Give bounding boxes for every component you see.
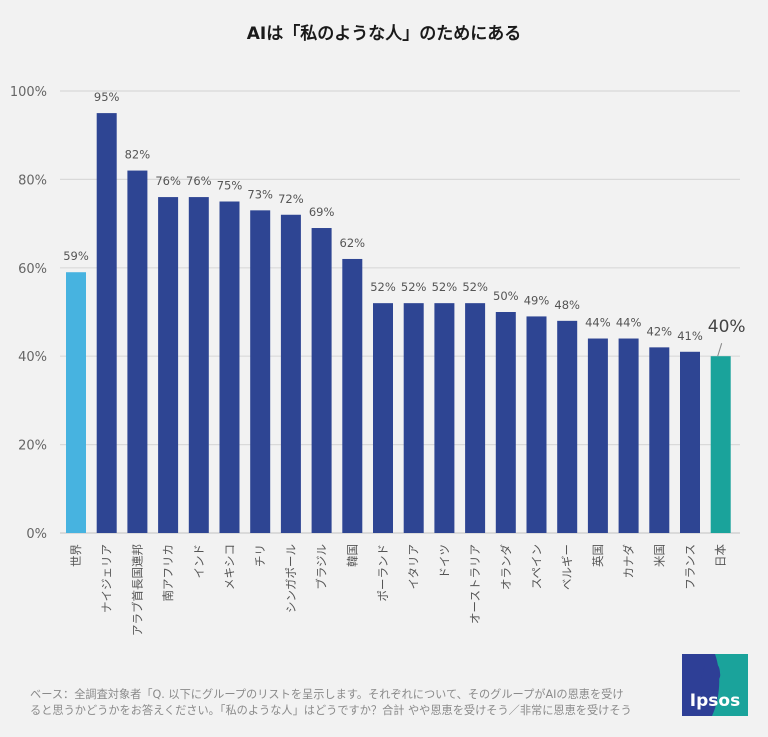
bar-ポーランド xyxy=(373,303,393,533)
chart-title: AIは「私のような人」のためにある xyxy=(246,24,522,44)
data-label: 76% xyxy=(186,174,212,188)
data-label: 48% xyxy=(554,298,580,312)
data-label: 72% xyxy=(278,192,304,206)
y-tick-label: 0% xyxy=(26,527,47,542)
bar-南アフリカ xyxy=(158,197,179,533)
x-tick-label: 日本 xyxy=(714,544,728,567)
bar-イタリア xyxy=(403,303,424,533)
bar-アラブ首長国連邦 xyxy=(127,170,148,533)
x-tick-label: 米国 xyxy=(652,544,666,567)
data-label: 69% xyxy=(309,205,335,219)
x-tick-label: フランス xyxy=(683,544,697,590)
bar-オーストラリア xyxy=(465,303,486,533)
data-label: 59% xyxy=(63,249,89,263)
bar-チリ xyxy=(250,210,271,533)
x-tick-label: 世界 xyxy=(69,544,83,567)
x-tick-label: アラブ首長国連邦 xyxy=(130,544,144,636)
data-label: 44% xyxy=(585,316,611,330)
data-label: 73% xyxy=(247,187,273,201)
bar-日本 xyxy=(710,356,731,533)
bar-英国 xyxy=(587,338,608,533)
bar-カナダ xyxy=(618,338,639,533)
y-tick-label: 20% xyxy=(18,439,47,454)
x-tick-label: ドイツ xyxy=(437,544,451,579)
bar-フランス xyxy=(680,351,700,533)
data-labels: 59% 95% 82% 76% 76% 75% 73% 72% 69% 62% 52% 52% 52% 5… xyxy=(63,90,746,357)
x-tick-label: 英国 xyxy=(591,544,605,567)
bar-シンガポール xyxy=(280,214,301,533)
data-label: 50% xyxy=(493,289,519,303)
bar-オランダ xyxy=(495,312,516,533)
x-tick-label: インド xyxy=(192,544,206,579)
data-label: 52% xyxy=(401,280,427,294)
bar-インド xyxy=(188,197,209,533)
y-axis-ticks: 0% 20% 40% 60% 80% 100% xyxy=(10,85,47,542)
x-tick-label: イタリア xyxy=(407,544,421,590)
x-tick-label: ブラジル xyxy=(315,544,329,590)
data-label: 52% xyxy=(370,280,396,294)
data-label: 52% xyxy=(462,280,488,294)
data-label: 95% xyxy=(94,90,120,104)
data-label: 75% xyxy=(217,179,243,193)
x-axis-labels: 世界 ナイジェリア アラブ首長国連邦 南アフリカ インド メキシコ チリ シンガポール ブラジル… xyxy=(69,544,728,636)
x-tick-label: オーストラリア xyxy=(468,544,482,624)
data-label: 52% xyxy=(432,280,458,294)
y-tick-label: 40% xyxy=(18,350,47,365)
data-label: 76% xyxy=(155,174,181,188)
bars xyxy=(66,113,731,533)
ipsos-logo: Ipsos xyxy=(682,654,748,716)
footnote-line-2: ると思うかどうかをお答えください。「私のような人」はどうですか？合計 やや恩恵を… xyxy=(30,704,632,717)
data-label: 40% xyxy=(708,317,746,337)
x-tick-label: オランダ xyxy=(499,544,513,590)
bar-韓国 xyxy=(342,258,363,533)
bar-chart: 0% 20% 40% 60% 80% 100% 59% 95% 82% 76% 76% 75% 73%… xyxy=(10,85,746,636)
footnote: ベース：全調査対象者「Q. 以下にグループのリストを呈示します。それぞれについて… xyxy=(30,687,660,719)
x-tick-label: ナイジェリア xyxy=(100,544,114,613)
data-label: 49% xyxy=(524,293,550,307)
logo-text: Ipsos xyxy=(690,691,740,711)
x-tick-label: カナダ xyxy=(622,544,636,579)
bar-スペイン xyxy=(526,316,547,533)
footnote-line-1: ベース：全調査対象者「Q. 以下にグループのリストを呈示します。それぞれについて… xyxy=(30,688,624,701)
x-tick-label: シンガポール xyxy=(284,544,298,613)
x-tick-label: スペイン xyxy=(530,544,544,589)
x-tick-label: ベルギー xyxy=(560,544,574,590)
data-label: 41% xyxy=(677,329,703,343)
x-tick-label: メキシコ xyxy=(223,544,237,590)
y-tick-label: 100% xyxy=(10,85,47,100)
x-tick-label: 韓国 xyxy=(345,544,359,567)
data-label: 62% xyxy=(340,236,366,250)
bar-ドイツ xyxy=(434,303,455,533)
y-tick-label: 60% xyxy=(18,262,47,277)
x-tick-label: チリ xyxy=(253,544,267,567)
y-tick-label: 80% xyxy=(18,173,47,188)
bar-世界 xyxy=(66,272,86,533)
bar-米国 xyxy=(649,347,670,533)
label-leader-line xyxy=(717,343,723,357)
x-tick-label: 南アフリカ xyxy=(161,544,175,602)
data-label: 44% xyxy=(616,316,642,330)
data-label: 82% xyxy=(125,148,151,162)
bar-ベルギー xyxy=(557,320,578,533)
bar-ナイジェリア xyxy=(96,113,117,533)
bar-メキシコ xyxy=(219,201,240,533)
data-label: 42% xyxy=(647,324,673,338)
x-tick-label: ポーランド xyxy=(376,544,390,602)
bar-ブラジル xyxy=(311,228,332,533)
